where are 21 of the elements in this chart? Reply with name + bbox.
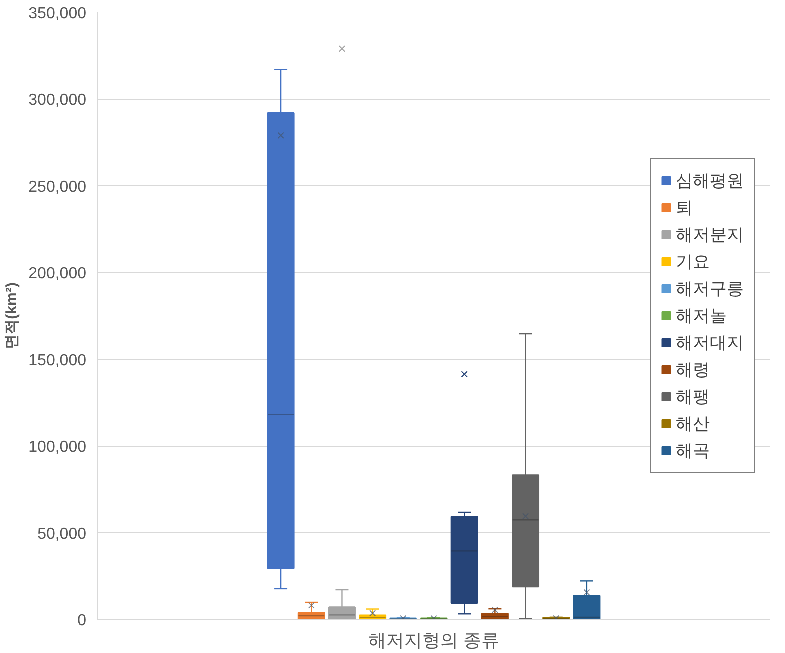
legend-label: 해산: [676, 413, 710, 435]
y-tick-label: 150,000: [28, 352, 87, 370]
legend-label: 해저대지: [676, 332, 744, 354]
y-axis-title: 면적(km²): [4, 282, 21, 350]
legend-label: 해곡: [676, 440, 710, 462]
x-tick-label: 해저지형의 종류: [368, 630, 500, 650]
y-tick-label: 0: [78, 612, 87, 630]
legend-label: 해령: [676, 359, 710, 381]
y-tick-label: 50,000: [38, 526, 87, 543]
legend-label: 해팽: [676, 386, 710, 408]
legend-label: 해저구릉: [676, 278, 744, 300]
legend-label: 심해평원: [676, 170, 744, 192]
y-tick-label: 250,000: [28, 178, 87, 196]
y-tick-label: 100,000: [28, 439, 87, 456]
legend-label: 해저분지: [676, 224, 744, 246]
y-tick-label: 200,000: [28, 266, 87, 283]
legend-label: 퇴: [676, 197, 694, 219]
legend-label: 기요: [676, 251, 710, 273]
legend-label: 해저놀: [676, 305, 727, 327]
y-tick-label: 300,000: [28, 92, 87, 110]
y-tick-label: 350,000: [28, 6, 87, 22]
